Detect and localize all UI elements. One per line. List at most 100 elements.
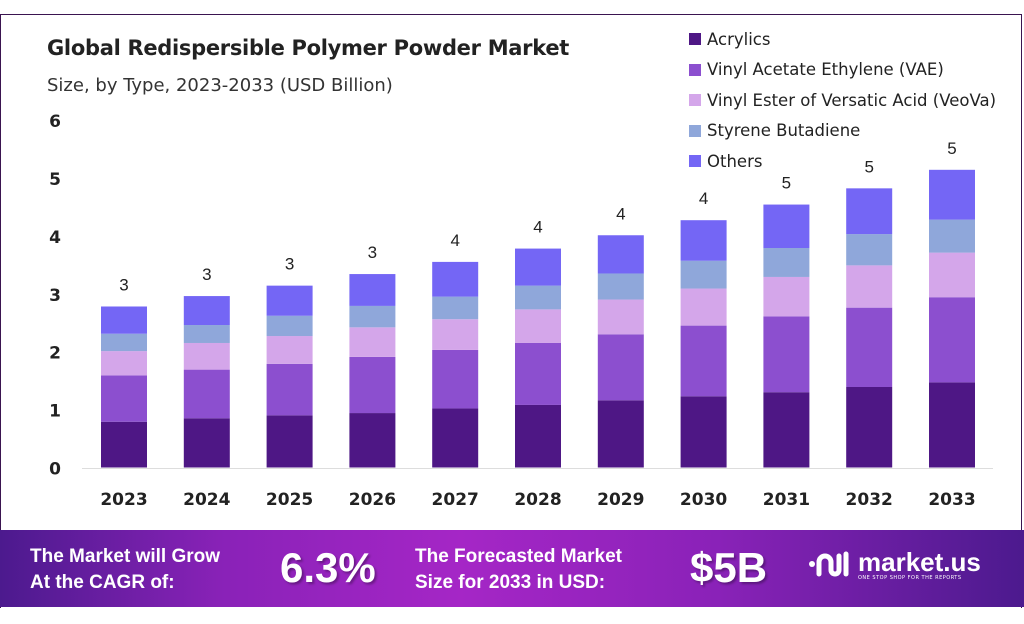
legend-label: Vinyl Ester of Versatic Acid (VeoVa) — [707, 90, 997, 110]
legend-swatch — [689, 94, 701, 107]
legend-item: Others — [689, 146, 996, 177]
x-tick-label: 2023 — [100, 490, 147, 510]
bar-segment-acrylics-2025 — [266, 415, 313, 468]
summary-banner: The Market will Grow At the CAGR of: 6.3… — [0, 530, 1024, 607]
bar-segment-styrene-butadiene-2028 — [515, 285, 561, 310]
bar-segment-others-2023 — [101, 306, 147, 334]
bar-segment-acrylics-2028 — [515, 404, 561, 468]
bar-segment-vinyl-ester-of-versatic-acid-veova-2025 — [266, 336, 313, 364]
bar-segment-vinyl-acetate-ethylene-vae-2030 — [680, 325, 727, 397]
bar-segment-vinyl-ester-of-versatic-acid-veova-2030 — [680, 288, 727, 326]
bar-segment-acrylics-2026 — [349, 413, 396, 468]
bar-segment-others-2024 — [183, 296, 230, 326]
data-label: 5 — [782, 174, 791, 193]
bar-segment-styrene-butadiene-2030 — [680, 260, 727, 289]
bar-segment-vinyl-acetate-ethylene-vae-2033 — [929, 297, 975, 383]
bar-segment-vinyl-ester-of-versatic-acid-veova-2026 — [349, 327, 396, 357]
legend: Acrylics Vinyl Acetate Ethylene (VAE) Viny… — [689, 24, 996, 177]
bar-segment-vinyl-ester-of-versatic-acid-veova-2033 — [929, 252, 975, 298]
legend-swatch — [689, 124, 701, 137]
bar-segment-vinyl-acetate-ethylene-vae-2027 — [432, 349, 479, 409]
forecast-value: $5B — [690, 544, 768, 591]
logo-tagline: ONE STOP SHOP FOR THE REPORTS — [858, 575, 962, 581]
bar-segment-styrene-butadiene-2033 — [929, 219, 975, 253]
y-tick-label: 5 — [49, 170, 61, 190]
bar-segment-vinyl-acetate-ethylene-vae-2025 — [266, 363, 313, 416]
legend-swatch — [689, 33, 701, 46]
bar-segment-vinyl-ester-of-versatic-acid-veova-2032 — [846, 265, 893, 308]
bar-segment-acrylics-2023 — [101, 421, 147, 468]
cagr-label-line2: At the CAGR of: — [30, 572, 175, 593]
legend-label: Vinyl Acetate Ethylene (VAE) — [707, 60, 944, 80]
chart-frame — [0, 14, 1022, 608]
data-label: 3 — [119, 275, 128, 294]
x-tick-label: 2025 — [266, 490, 313, 510]
legend-swatch — [689, 63, 701, 76]
x-tick-label: 2030 — [680, 490, 727, 510]
x-tick-label: 2024 — [183, 490, 230, 510]
legend-swatch — [689, 155, 701, 168]
bar-segment-vinyl-acetate-ethylene-vae-2026 — [349, 356, 396, 414]
bar-segment-acrylics-2027 — [432, 408, 479, 468]
bar-segment-others-2032 — [846, 188, 893, 235]
bar-segment-acrylics-2033 — [929, 382, 975, 468]
bar-segment-others-2031 — [763, 204, 810, 248]
chart-title: Global Redispersible Polymer Powder Mark… — [47, 36, 569, 60]
logo-name: market.us — [858, 547, 981, 577]
data-label: 3 — [202, 265, 211, 284]
x-tick-label: 2026 — [349, 490, 396, 510]
data-label: 5 — [864, 157, 873, 176]
bar-segment-vinyl-ester-of-versatic-acid-veova-2027 — [432, 319, 479, 350]
cagr-label: The Market will Grow At the CAGR of: — [30, 544, 220, 596]
forecast-label: The Forecasted Market Size for 2033 in U… — [415, 544, 622, 596]
bar-segment-others-2026 — [349, 274, 396, 306]
bar-segment-styrene-butadiene-2031 — [763, 247, 810, 277]
bar-segment-vinyl-acetate-ethylene-vae-2031 — [763, 316, 810, 393]
bar-segment-vinyl-acetate-ethylene-vae-2024 — [183, 369, 230, 419]
bar-segment-acrylics-2031 — [763, 392, 810, 468]
bar-segment-styrene-butadiene-2024 — [183, 325, 230, 343]
bar-segment-vinyl-ester-of-versatic-acid-veova-2028 — [515, 309, 561, 343]
bar-segment-others-2028 — [515, 248, 561, 286]
chart-subtitle: Size, by Type, 2023-2033 (USD Billion) — [47, 75, 393, 96]
bar-segment-vinyl-acetate-ethylene-vae-2032 — [846, 307, 893, 387]
data-label: 3 — [368, 243, 377, 262]
bar-segment-vinyl-ester-of-versatic-acid-veova-2029 — [597, 299, 644, 335]
y-tick-label: 4 — [49, 228, 61, 248]
bar-segment-others-2030 — [680, 220, 727, 261]
legend-item: Vinyl Ester of Versatic Acid (VeoVa) — [689, 85, 996, 116]
legend-item: Acrylics — [689, 24, 996, 55]
forecast-label-line1: The Forecasted Market — [415, 546, 622, 567]
x-tick-label: 2033 — [928, 490, 975, 510]
y-tick-label: 6 — [49, 112, 61, 132]
legend-item: Styrene Butadiene — [689, 116, 996, 147]
data-label: 5 — [947, 139, 956, 158]
data-label: 3 — [285, 255, 294, 274]
y-tick-label: 1 — [49, 402, 61, 422]
bar-segment-vinyl-ester-of-versatic-acid-veova-2031 — [763, 276, 810, 317]
bar-segment-vinyl-acetate-ethylene-vae-2023 — [101, 375, 147, 422]
bar-segment-styrene-butadiene-2023 — [101, 333, 147, 352]
y-tick-label: 2 — [49, 344, 61, 364]
legend-item: Vinyl Acetate Ethylene (VAE) — [689, 55, 996, 86]
bar-segment-acrylics-2032 — [846, 386, 893, 468]
forecast-label-line2: Size for 2033 in USD: — [415, 572, 606, 593]
bar-segment-styrene-butadiene-2025 — [266, 315, 313, 337]
bar-segment-others-2027 — [432, 261, 479, 297]
x-tick-label: 2031 — [763, 490, 810, 510]
x-tick-label: 2032 — [846, 490, 893, 510]
market-us-logo: market.us ONE STOP SHOP FOR THE REPORTS — [808, 548, 981, 582]
x-tick-label: 2029 — [597, 490, 644, 510]
x-tick-label: 2027 — [432, 490, 479, 510]
bar-segment-others-2025 — [266, 285, 313, 316]
legend-label: Acrylics — [707, 29, 771, 49]
y-tick-label: 0 — [49, 460, 61, 480]
x-tick-label: 2028 — [514, 490, 561, 510]
bar-segment-styrene-butadiene-2027 — [432, 296, 479, 320]
bar-segment-vinyl-ester-of-versatic-acid-veova-2024 — [183, 342, 230, 370]
bar-segment-styrene-butadiene-2029 — [597, 273, 644, 300]
data-label: 4 — [450, 231, 459, 250]
bar-segment-vinyl-ester-of-versatic-acid-veova-2023 — [101, 351, 147, 376]
bar-segment-styrene-butadiene-2032 — [846, 234, 893, 266]
bar-segment-others-2033 — [929, 169, 975, 220]
